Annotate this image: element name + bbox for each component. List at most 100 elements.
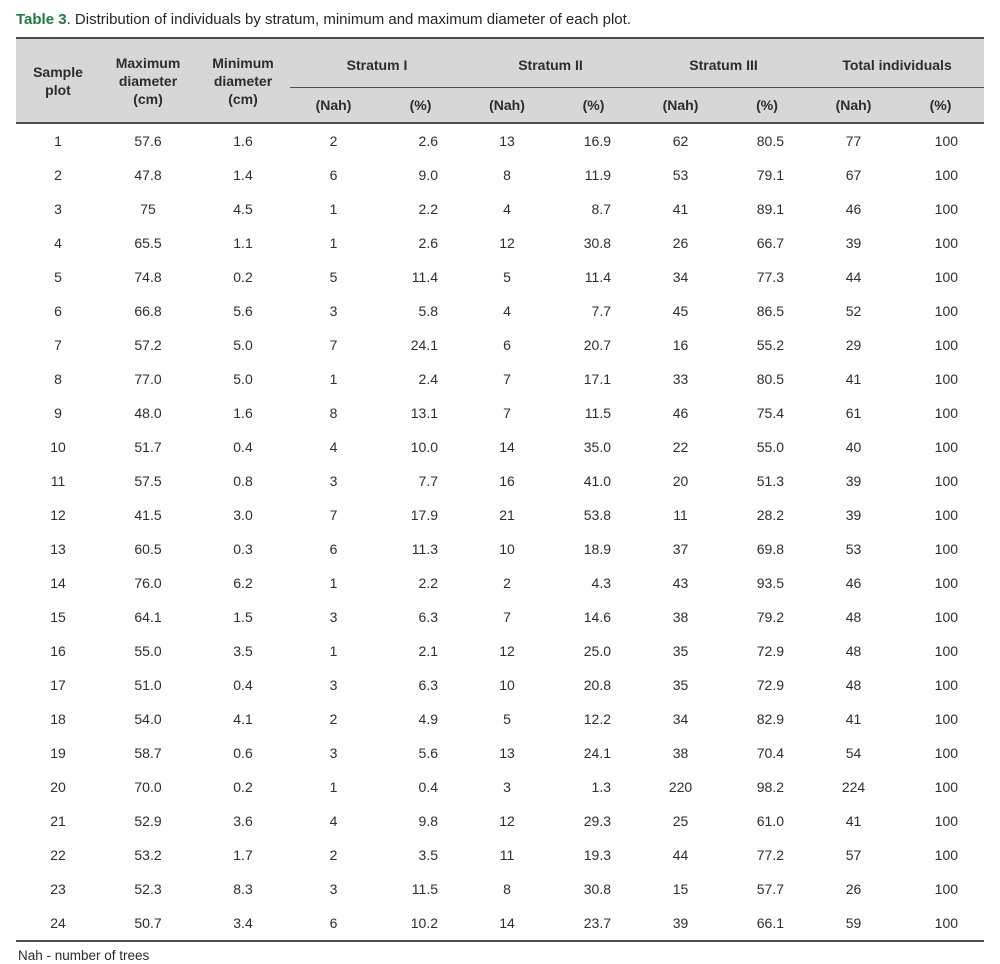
min-diameter-cell: 1.5 [196,600,290,634]
stratum3-nah-cell: 44 [637,838,725,872]
stratum2-nah-cell: 14 [464,906,550,942]
stratum3-pct-cell: 51.3 [724,464,811,498]
stratum3-pct-cell: 57.7 [724,872,811,906]
total-nah-cell: 44 [810,260,898,294]
table-row: 9 48.0 1.6 8 13.1 7 11.5 46 75.4 61 100 [16,396,985,430]
stratum3-nah-cell: 11 [637,498,725,532]
sample-plot-cell: 5 [16,260,100,294]
max-diameter-cell: 77.0 [100,362,196,396]
stratum2-pct-cell: 8.7 [550,192,638,226]
max-diameter-cell: 74.8 [100,260,196,294]
total-nah-cell: 52 [810,294,898,328]
stratum1-nah-cell: 1 [290,566,377,600]
min-diameter-cell: 8.3 [196,872,290,906]
data-table: Sample plot Maximum diameter (cm) Minimu… [16,37,985,942]
table-row: 22 53.2 1.7 2 3.5 11 19.3 44 77.2 57 100 [16,838,985,872]
total-nah-cell: 39 [810,498,898,532]
table-row: 18 54.0 4.1 2 4.9 5 12.2 34 82.9 41 100 [16,702,985,736]
total-nah-cell: 77 [810,123,898,158]
max-diameter-cell: 70.0 [100,770,196,804]
stratum3-pct-cell: 77.2 [724,838,811,872]
stratum3-pct-cell: 98.2 [724,770,811,804]
header-line: diameter [213,72,273,89]
footnote: Nah - number of trees [18,948,150,963]
header-line: (cm) [133,90,163,107]
stratum3-nah-cell: 26 [637,226,725,260]
total-pct-cell: 100 [897,532,985,566]
stratum3-nah-cell: 41 [637,192,725,226]
stratum1-pct-cell: 5.8 [377,294,464,328]
total-nah-cell: 59 [810,906,898,942]
stratum3-nah-cell: 39 [637,906,725,942]
max-diameter-cell: 55.0 [100,634,196,668]
stratum2-pct-cell: 19.3 [550,838,638,872]
max-diameter-cell: 66.8 [100,294,196,328]
stratum2-pct-cell: 41.0 [550,464,638,498]
max-diameter-cell: 76.0 [100,566,196,600]
stratum2-pct-cell: 4.3 [550,566,638,600]
min-diameter-cell: 1.6 [196,123,290,158]
total-pct-cell: 100 [897,600,985,634]
table-row: 21 52.9 3.6 4 9.8 12 29.3 25 61.0 41 100 [16,804,985,838]
sample-plot-cell: 20 [16,770,100,804]
stratum2-pct-cell: 11.5 [550,396,638,430]
header-stratum2-nah: (Nah) [464,87,550,124]
total-pct-cell: 100 [897,838,985,872]
stratum3-nah-cell: 20 [637,464,725,498]
stratum3-nah-cell: 38 [637,600,725,634]
stratum2-pct-cell: 30.8 [550,872,638,906]
max-diameter-cell: 41.5 [100,498,196,532]
total-nah-cell: 39 [810,226,898,260]
stratum1-pct-cell: 6.3 [377,668,464,702]
total-pct-cell: 100 [897,192,985,226]
total-nah-cell: 53 [810,532,898,566]
stratum3-pct-cell: 77.3 [724,260,811,294]
table-row: 17 51.0 0.4 3 6.3 10 20.8 35 72.9 48 100 [16,668,985,702]
stratum2-pct-cell: 29.3 [550,804,638,838]
stratum1-pct-cell: 2.1 [377,634,464,668]
min-diameter-cell: 0.3 [196,532,290,566]
stratum2-nah-cell: 4 [464,294,550,328]
total-pct-cell: 100 [897,294,985,328]
stratum3-nah-cell: 220 [637,770,725,804]
stratum3-pct-cell: 61.0 [724,804,811,838]
stratum1-pct-cell: 0.4 [377,770,464,804]
header-stratum1-nah: (Nah) [290,87,377,124]
sample-plot-cell: 10 [16,430,100,464]
header-line: (cm) [228,90,258,107]
stratum3-pct-cell: 93.5 [724,566,811,600]
stratum1-pct-cell: 10.2 [377,906,464,942]
max-diameter-cell: 52.9 [100,804,196,838]
stratum3-pct-cell: 89.1 [724,192,811,226]
stratum1-pct-cell: 2.4 [377,362,464,396]
stratum3-nah-cell: 45 [637,294,725,328]
stratum1-nah-cell: 1 [290,226,377,260]
stratum1-nah-cell: 8 [290,396,377,430]
stratum1-pct-cell: 2.6 [377,123,464,158]
stratum3-pct-cell: 75.4 [724,396,811,430]
stratum2-pct-cell: 17.1 [550,362,638,396]
header-min-diameter: Minimum diameter (cm) [196,38,290,124]
max-diameter-cell: 75 [100,192,196,226]
table-body: 1 57.6 1.6 2 2.6 13 16.9 62 80.5 77 100 … [16,123,985,942]
min-diameter-cell: 5.0 [196,328,290,362]
table-row: 20 70.0 0.2 1 0.4 3 1.3 220 98.2 224 100 [16,770,985,804]
min-diameter-cell: 0.4 [196,430,290,464]
stratum2-pct-cell: 20.8 [550,668,638,702]
total-pct-cell: 100 [897,804,985,838]
max-diameter-cell: 53.2 [100,838,196,872]
header-total-nah: (Nah) [810,87,898,124]
sample-plot-cell: 16 [16,634,100,668]
total-pct-cell: 100 [897,872,985,906]
stratum1-pct-cell: 11.5 [377,872,464,906]
stratum1-pct-cell: 5.6 [377,736,464,770]
stratum2-pct-cell: 35.0 [550,430,638,464]
sample-plot-cell: 2 [16,158,100,192]
min-diameter-cell: 3.0 [196,498,290,532]
min-diameter-cell: 4.5 [196,192,290,226]
header-group-row: Sample plot Maximum diameter (cm) Minimu… [16,38,985,124]
min-diameter-cell: 4.1 [196,702,290,736]
stratum1-nah-cell: 2 [290,702,377,736]
stratum2-nah-cell: 21 [464,498,550,532]
